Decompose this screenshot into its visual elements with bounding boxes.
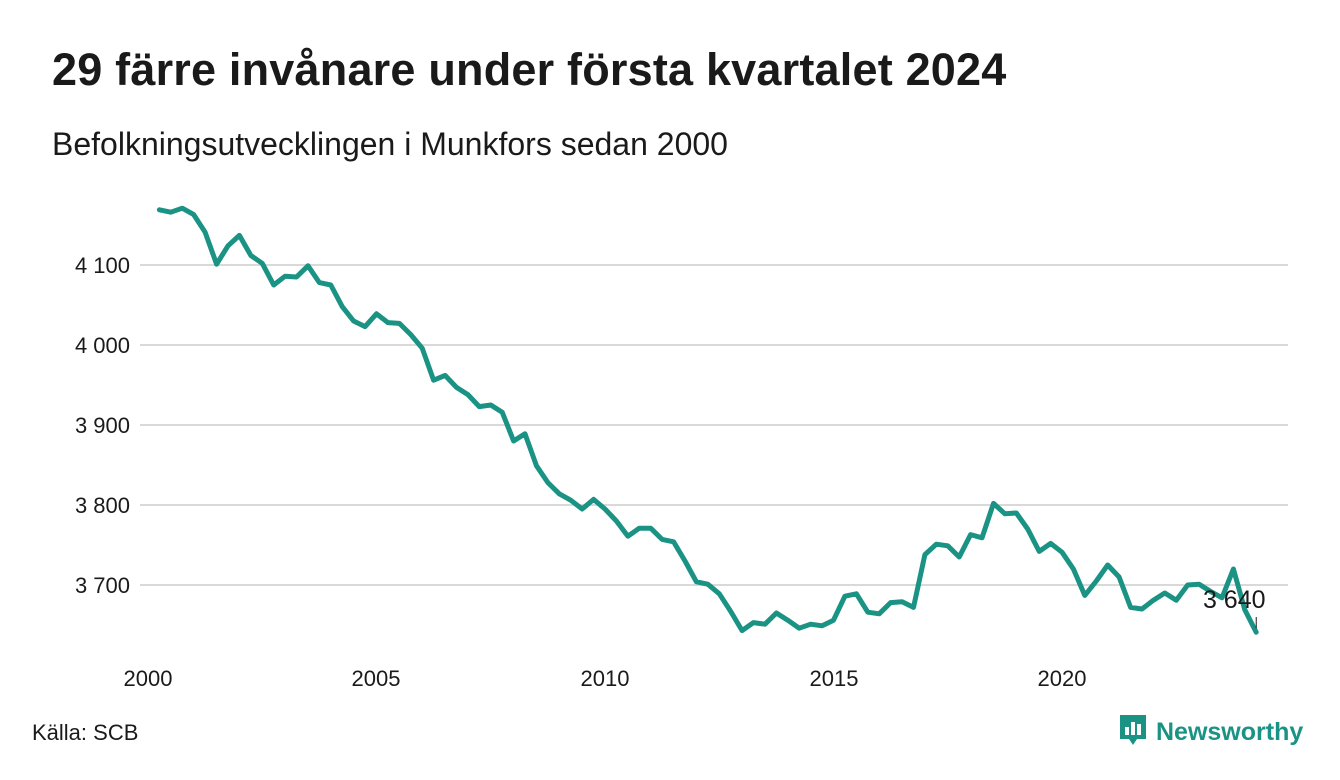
data-labels: 3 640: [1203, 586, 1266, 629]
bar-chart-speech-bubble-icon: [1118, 713, 1148, 752]
chart-title: 29 färre invånare under första kvartalet…: [52, 44, 1007, 95]
x-tick-label: 2005: [352, 666, 401, 691]
population-line: [156, 205, 1259, 635]
brand-logo[interactable]: Newsworthy: [1118, 713, 1303, 752]
y-axis: 3 700 3 800 3 900 4 000 4 100: [75, 253, 130, 598]
grid-lines: [140, 264, 1288, 586]
x-tick-label: 2000: [124, 666, 173, 691]
y-tick-label: 3 800: [75, 493, 130, 518]
series-group: [156, 205, 1259, 635]
y-tick-label: 4 100: [75, 253, 130, 278]
x-tick-label: 2010: [581, 666, 630, 691]
y-tick-label: 4 000: [75, 333, 130, 358]
x-tick-label: 2020: [1038, 666, 1087, 691]
source-note: Källa: SCB: [32, 720, 139, 745]
x-axis: 2000 2005 2010 2015 2020: [124, 666, 1087, 691]
x-tick-label: 2015: [810, 666, 859, 691]
y-tick-label: 3 900: [75, 413, 130, 438]
chart-subtitle: Befolkningsutvecklingen i Munkfors sedan…: [52, 126, 728, 162]
brand-name: Newsworthy: [1156, 718, 1304, 746]
y-tick-label: 3 700: [75, 573, 130, 598]
end-value-label: 3 640: [1203, 586, 1266, 614]
